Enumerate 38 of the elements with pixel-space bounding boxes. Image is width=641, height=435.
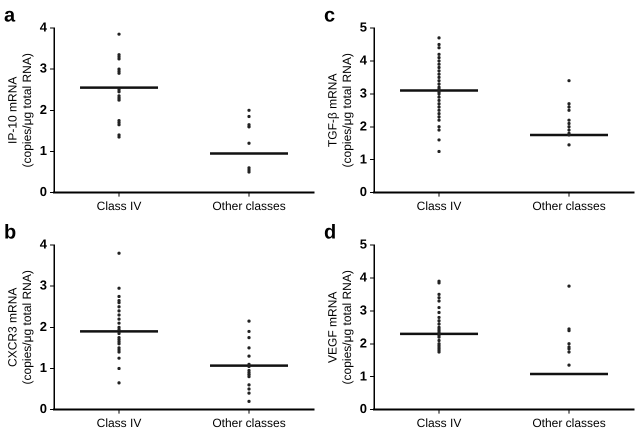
y-tick-label: 0 <box>360 184 368 200</box>
y-tick-label: 4 <box>40 20 48 35</box>
x-tick-label: Other classes <box>532 199 606 214</box>
y-tick-label: 3 <box>360 302 368 318</box>
chart-title: b <box>4 222 16 244</box>
y-tick-label: 3 <box>40 60 48 76</box>
x-tick-label: Other classes <box>212 199 286 214</box>
y-tick-label: 2 <box>40 318 48 334</box>
chart-title: c <box>324 4 336 27</box>
y-axis-title: VEGF mRNA (copies/μg total RNA) <box>326 270 354 384</box>
x-tick-label: Other classes <box>532 416 606 430</box>
y-tick-label: 1 <box>40 360 48 376</box>
chart-title: a <box>4 4 16 27</box>
y-tick-label: 4 <box>360 270 368 284</box>
y-tick-label: 0 <box>360 401 368 416</box>
chart-title: d <box>324 222 336 244</box>
y-tick-label: 2 <box>40 102 48 117</box>
y-tick-label: 2 <box>360 335 368 350</box>
y-tick-label: 1 <box>360 151 368 166</box>
y-tick-label: 1 <box>40 143 48 158</box>
y-axis-title: IP-10 mRNA (copies/μg total RNA) <box>6 53 34 168</box>
y-tick-label: 0 <box>40 184 48 200</box>
y-tick-label: 4 <box>40 236 48 252</box>
x-tick-label: Class IV <box>416 199 462 214</box>
y-tick-label: 2 <box>360 118 368 134</box>
y-tick-label: 5 <box>360 20 368 35</box>
y-axis-title: CXCR3 mRNA (copies/μg total RNA) <box>6 270 34 384</box>
y-tick-label: 3 <box>360 85 368 100</box>
y-tick-label: 1 <box>360 368 368 384</box>
y-axis-title: TGF-β mRNA (copies/μg total RNA) <box>326 53 354 168</box>
x-tick-label: Class IV <box>416 416 462 430</box>
y-tick-label: 4 <box>360 52 368 68</box>
y-tick-label: 5 <box>360 236 368 252</box>
y-tick-label: 0 <box>40 401 48 416</box>
x-tick-label: Class IV <box>96 199 142 214</box>
y-tick-label: 3 <box>40 278 48 293</box>
x-tick-label: Other classes <box>212 416 286 430</box>
x-tick-label: Class IV <box>96 416 142 430</box>
